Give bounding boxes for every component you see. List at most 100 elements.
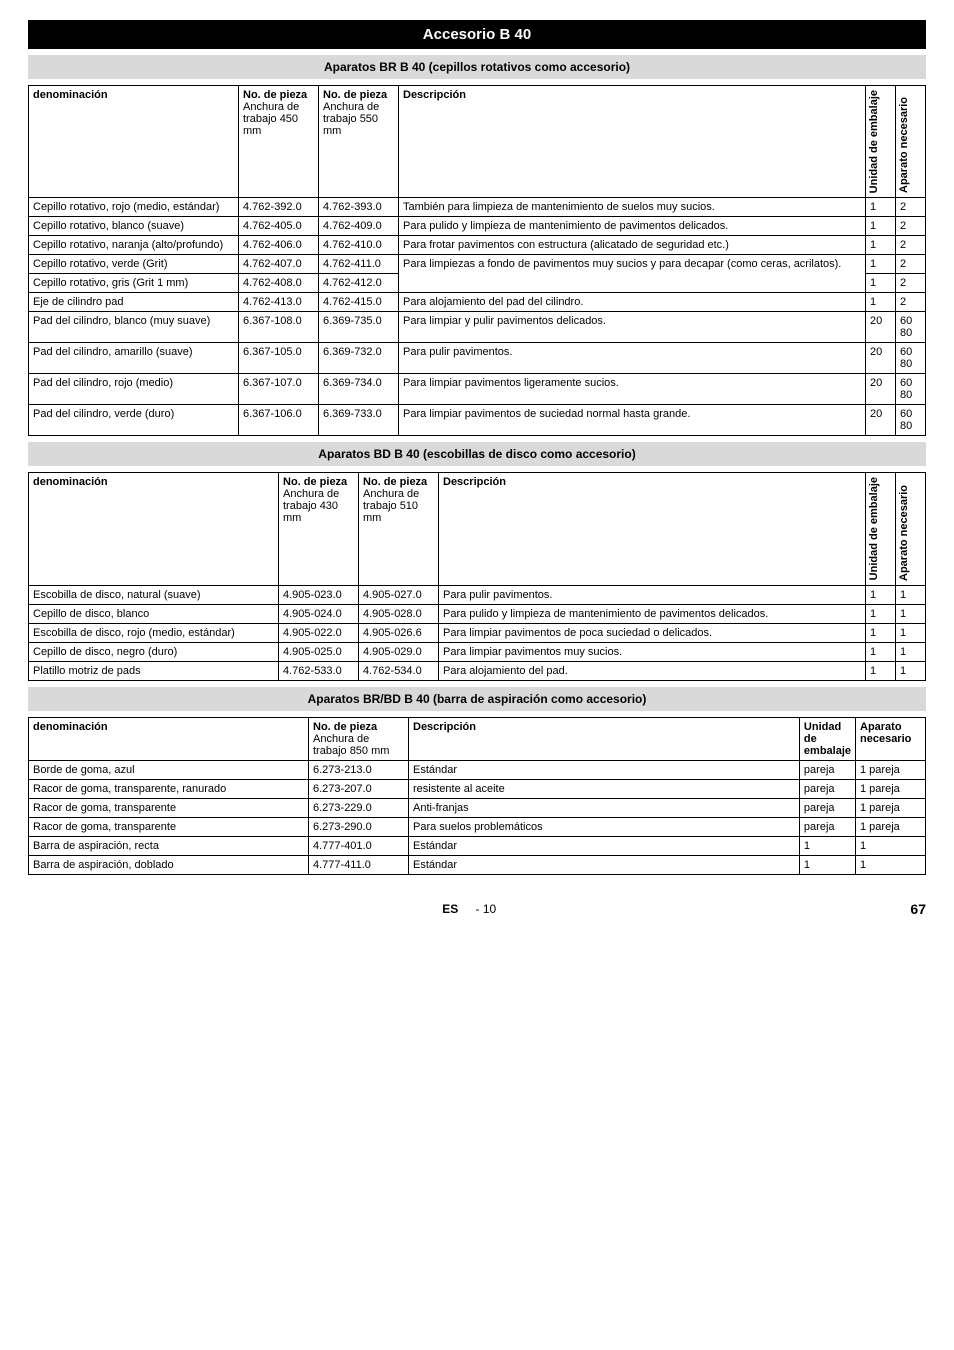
table-cell: Barra de aspiración, doblado [29,855,309,874]
table-cell: 1 [866,642,896,661]
section1-header: Aparatos BR B 40 (cepillos rotativos com… [28,55,926,79]
table-cell: pareja [799,798,855,817]
table-row: Cepillo de disco, blanco4.905-024.04.905… [29,604,926,623]
table-cell: Estándar [409,760,800,779]
table-row: Barra de aspiración, doblado4.777-411.0E… [29,855,926,874]
table-cell: 2 [896,255,926,274]
table-cell: Cepillo de disco, blanco [29,604,279,623]
col-unidad: Unidad de embalaje [866,86,896,198]
page-footer: ES - 10 67 [0,891,954,937]
table-cell: 6.367-107.0 [239,374,319,405]
table-row: Borde de goma, azul6.273-213.0Estándarpa… [29,760,926,779]
table-cell: 4.905-028.0 [359,604,439,623]
table-cell: 1 [866,293,896,312]
table-cell: 6080 [896,405,926,436]
table-cell: Para frotar pavimentos con estructura (a… [399,236,866,255]
table-cell: 4.762-411.0 [319,255,399,274]
col-denom: denominación [29,86,239,198]
table-cell: 4.762-410.0 [319,236,399,255]
table-cell: resistente al aceite [409,779,800,798]
table-cell: 1 [866,255,896,274]
table-cell: 4.762-415.0 [319,293,399,312]
table-cell: 4.905-027.0 [359,585,439,604]
table-cell: 4.762-392.0 [239,198,319,217]
footer-lang: ES [442,902,458,916]
table-cell: Estándar [409,836,800,855]
col-p450: No. de pieza Anchura de trabajo 450 mm [239,86,319,198]
table-cell: Para pulido y limpieza de mantenimiento … [439,604,866,623]
table-row: Cepillo rotativo, blanco (suave)4.762-40… [29,217,926,236]
table-cell: Escobilla de disco, rojo (medio, estánda… [29,623,279,642]
table-row: Cepillo de disco, negro (duro)4.905-025.… [29,642,926,661]
table-cell: Para alojamiento del pad. [439,661,866,680]
table-cell: 4.905-025.0 [279,642,359,661]
col-denom-label: denominación [33,476,108,488]
table-cell: Para limpiezas a fondo de pavimentos muy… [399,255,866,293]
footer-section: - 10 [476,902,497,916]
table-cell: Para limpiar y pulir pavimentos delicado… [399,312,866,343]
table-cell: Para alojamiento del pad del cilindro. [399,293,866,312]
table-2: denominación No. de pieza Anchura de tra… [28,472,926,680]
table-1: denominación No. de pieza Anchura de tra… [28,85,926,436]
col-desc-label: Descripción [443,476,506,488]
table-cell: Eje de cilindro pad [29,293,239,312]
table-cell: Racor de goma, transparente [29,817,309,836]
table-cell: 20 [866,343,896,374]
table-row: Racor de goma, transparente, ranurado6.2… [29,779,926,798]
table-row: Cepillo rotativo, naranja (alto/profundo… [29,236,926,255]
table-row: Pad del cilindro, verde (duro)6.367-106.… [29,405,926,436]
table-cell: Cepillo rotativo, verde (Grit) [29,255,239,274]
col-p850-top: No. de pieza [313,721,377,733]
table-cell: 1 [866,623,896,642]
table-cell: 1 [866,274,896,293]
table-cell: 6.369-732.0 [319,343,399,374]
table-cell: 6080 [896,312,926,343]
table-cell: Para pulido y limpieza de mantenimiento … [399,217,866,236]
table-cell: 4.762-407.0 [239,255,319,274]
col-p510-top: No. de pieza [363,476,427,488]
table-cell: Para limpiar pavimentos ligeramente suci… [399,374,866,405]
table-cell: 1 [856,855,926,874]
table-cell: 4.905-023.0 [279,585,359,604]
table-cell: 1 [866,217,896,236]
table-cell: 1 pareja [856,798,926,817]
table-cell: También para limpieza de mantenimiento d… [399,198,866,217]
table-cell: 1 [866,585,896,604]
table-row: Cepillo rotativo, rojo (medio, estándar)… [29,198,926,217]
table-row: Racor de goma, transparente6.273-290.0Pa… [29,817,926,836]
col-unidad: Unidad de embalaje [799,717,855,760]
table-cell: 20 [866,312,896,343]
col-p550-sub: Anchura de trabajo 550 mm [323,101,379,137]
table-cell: Cepillo rotativo, gris (Grit 1 mm) [29,274,239,293]
table-cell: 6080 [896,343,926,374]
table-row: Pad del cilindro, rojo (medio)6.367-107.… [29,374,926,405]
col-desc: Descripción [409,717,800,760]
footer-page-number: 67 [910,901,926,917]
col-p430: No. de pieza Anchura de trabajo 430 mm [279,473,359,585]
col-p550-top: No. de pieza [323,89,387,101]
col-p450-top: No. de pieza [243,89,307,101]
table-row: Pad del cilindro, blanco (muy suave)6.36… [29,312,926,343]
table-cell: Cepillo de disco, negro (duro) [29,642,279,661]
table-cell: Pad del cilindro, amarillo (suave) [29,343,239,374]
table-cell: 4.905-029.0 [359,642,439,661]
col-desc: Descripción [439,473,866,585]
col-desc-label: Descripción [403,89,466,101]
table-cell: 1 [866,236,896,255]
table-cell: 6.369-734.0 [319,374,399,405]
table-cell: 6.369-735.0 [319,312,399,343]
table-header-row: denominación No. de pieza Anchura de tra… [29,717,926,760]
col-unidad-label: Unidad de embalaje [868,477,880,580]
table-row: Racor de goma, transparente6.273-229.0An… [29,798,926,817]
col-denom-label: denominación [33,721,108,733]
page-title: Accesorio B 40 [28,20,926,49]
table-cell: 4.762-408.0 [239,274,319,293]
table-cell: 4.905-026.6 [359,623,439,642]
col-aparato-label: Aparato necesario [860,721,911,745]
table-cell: 4.762-413.0 [239,293,319,312]
table-cell: 1 pareja [856,760,926,779]
table-cell: Racor de goma, transparente, ranurado [29,779,309,798]
col-p450-sub: Anchura de trabajo 450 mm [243,101,299,137]
col-p850: No. de pieza Anchura de trabajo 850 mm [309,717,409,760]
table-cell: pareja [799,760,855,779]
